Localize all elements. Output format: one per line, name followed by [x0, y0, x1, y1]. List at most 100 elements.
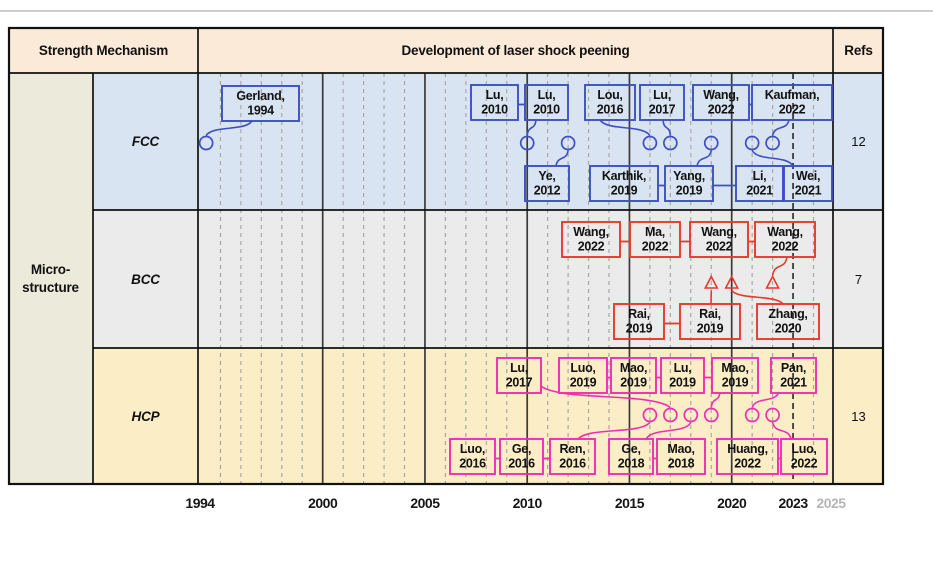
connector-line — [696, 150, 713, 167]
hcp-label-text: HCP — [131, 409, 160, 424]
marker-circle — [683, 407, 699, 423]
entry-label: Wang, 2022 — [701, 225, 737, 254]
entry-box — [608, 438, 654, 475]
entry-box — [679, 303, 741, 340]
entry-box — [751, 84, 833, 121]
connector-line — [771, 119, 790, 136]
row-label-fcc: FCC — [94, 74, 197, 209]
connector-line — [710, 391, 721, 408]
refs-hcp-value: 13 — [851, 409, 866, 424]
connector-line — [526, 119, 537, 136]
entry-box — [716, 438, 779, 475]
entry-label: Rai, 2019 — [697, 307, 724, 336]
marker-circle — [744, 407, 760, 423]
entry-box — [692, 84, 750, 121]
entry-label: Lu, 2019 — [669, 361, 696, 390]
entry-label: Zhang, 2020 — [768, 307, 807, 336]
entry-box — [499, 438, 544, 475]
header-row-background — [8, 27, 884, 73]
axis-tick-2025: 2025 — [816, 495, 846, 511]
entry-box — [549, 438, 596, 475]
entry-label: Wei, 2021 — [795, 169, 822, 198]
row-background-bcc — [93, 210, 884, 348]
row-label-bcc: BCC — [94, 211, 197, 347]
entry-label: Kaufman, 2022 — [765, 88, 820, 117]
entry-box — [589, 165, 659, 202]
entry-label: Ren, 2016 — [559, 442, 586, 471]
row-background-hcp — [93, 348, 884, 485]
entry-box — [780, 438, 828, 475]
entry-box — [584, 84, 636, 121]
microstructure-line2: structure — [22, 280, 79, 295]
entry-box — [711, 357, 759, 394]
entry-label: Gerland, 1994 — [236, 89, 284, 118]
entry-box — [756, 303, 820, 340]
axis-tick-2005: 2005 — [410, 495, 440, 511]
connector-line — [205, 120, 253, 137]
connector-line — [577, 421, 651, 440]
connector-line — [662, 119, 672, 136]
table-outer-border — [7, 26, 885, 486]
axis-tick-2023: 2023 — [778, 495, 808, 511]
entry-label: Ye, 2012 — [534, 169, 561, 198]
header-development: Development of laser shock peening — [199, 28, 832, 72]
entry-box — [524, 165, 570, 202]
entry-label: Lu, 2010 — [481, 88, 508, 117]
refs-bcc-value: 7 — [854, 271, 863, 287]
refs-count-bcc: 7 — [834, 211, 883, 347]
entry-box — [558, 357, 608, 394]
marker-circle — [662, 407, 678, 423]
entry-box — [689, 221, 749, 258]
entry-box — [664, 165, 714, 202]
marker-circle — [642, 135, 658, 151]
marker-circle — [642, 407, 658, 423]
marker-triangle — [703, 274, 719, 289]
entry-box — [449, 438, 496, 475]
refs-count-fcc: 12 — [834, 74, 883, 209]
connector-line — [599, 119, 651, 137]
entry-label: Mao, 2019 — [620, 361, 647, 390]
entry-box — [656, 438, 706, 475]
connector-line — [731, 289, 784, 305]
bcc-label-text: BCC — [131, 271, 160, 287]
top-divider-line — [0, 10, 933, 12]
entry-box — [524, 84, 569, 121]
entry-box — [613, 303, 665, 340]
entry-label: Luo, 2016 — [459, 442, 486, 471]
entry-box — [783, 165, 833, 202]
marker-triangle — [724, 274, 740, 289]
entry-box — [735, 165, 784, 202]
entry-box — [660, 357, 705, 394]
entry-label: Lu, 2017 — [506, 361, 533, 390]
entry-label: Mao, 2019 — [721, 361, 748, 390]
entry-label: Ge, 2018 — [618, 442, 645, 471]
header-strength-mechanism-label: Strength Mechanism — [38, 42, 169, 58]
entry-label: Luo, 2019 — [570, 361, 597, 390]
connector-line — [771, 256, 788, 276]
entry-box — [496, 357, 542, 394]
connector-line — [555, 150, 569, 167]
header-strength-mechanism: Strength Mechanism — [9, 28, 198, 72]
entry-label: Wang, 2022 — [703, 88, 739, 117]
marker-circle — [744, 135, 760, 151]
fcc-label-text: FCC — [131, 134, 160, 149]
entry-label: Luo, 2022 — [791, 442, 818, 471]
entry-label: Rai, 2019 — [626, 307, 653, 336]
entry-label: Wang, 2022 — [767, 225, 803, 254]
marker-circle — [765, 135, 780, 151]
entry-box — [470, 84, 519, 121]
marker-circle — [662, 135, 678, 151]
entry-label: Lu, 2010 — [533, 88, 560, 117]
connector-line — [645, 421, 692, 440]
entry-label: Mao, 2018 — [667, 442, 694, 471]
axis-tick-1994: 1994 — [185, 495, 215, 511]
entry-label: Yang, 2019 — [673, 169, 705, 198]
marker-circle — [560, 135, 576, 151]
entry-label: Ge, 2016 — [508, 442, 535, 471]
microstructure-line1: Micro- — [30, 262, 71, 278]
entry-label: Wang, 2022 — [573, 225, 609, 254]
refs-count-hcp: 13 — [834, 349, 883, 484]
connector-line — [751, 149, 794, 167]
